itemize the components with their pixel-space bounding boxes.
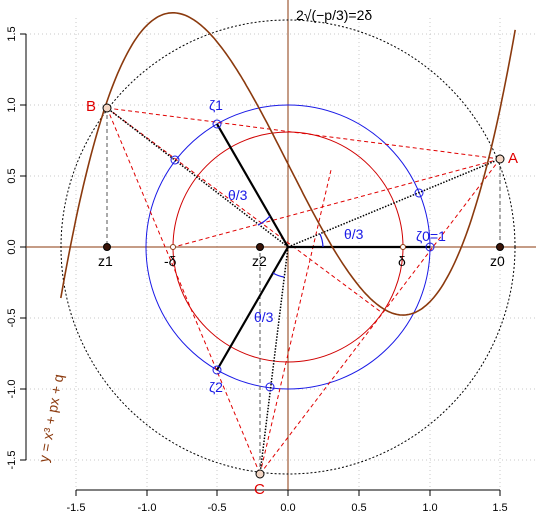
y-tick-label: 0.5 <box>6 168 18 183</box>
y-tick-label: -1.5 <box>6 451 18 470</box>
angle-label: θ/3 <box>344 226 364 242</box>
label-z0: z0 <box>490 253 505 269</box>
angle-label: θ/3 <box>228 187 248 203</box>
radial-a <box>287 158 501 248</box>
marker-delta <box>400 244 406 250</box>
marker-z1 <box>103 243 111 251</box>
label-b: B <box>86 98 96 115</box>
radius-zeta2 <box>216 246 289 371</box>
marker-zeta2 <box>212 365 222 375</box>
median-b <box>106 107 382 313</box>
radial-c <box>259 246 289 475</box>
zeta-radii <box>216 123 430 371</box>
angle-arcs <box>257 215 324 278</box>
grid <box>26 18 536 490</box>
triangle-abc <box>106 107 501 475</box>
label-zeta1: ζ1 <box>209 97 223 113</box>
angle-label: θ/3 <box>254 309 274 325</box>
x-tick-label: -0.5 <box>208 502 227 514</box>
radial-b <box>106 107 289 248</box>
circle-2delta <box>60 19 516 475</box>
marker-zeta1 <box>212 119 222 129</box>
cubic-curve <box>60 12 516 316</box>
marker-minus-delta <box>170 244 176 250</box>
edge-ab <box>106 107 501 160</box>
y-tick-label: -1.0 <box>6 380 18 399</box>
marker-b-unit <box>170 155 180 165</box>
x-tick-label: 1.0 <box>422 502 437 514</box>
x-tick-label: -1.5 <box>67 502 86 514</box>
label-zeta0: ζ0=1 <box>416 228 446 244</box>
marker-c-unit <box>265 382 275 392</box>
edge-bc <box>106 107 261 475</box>
label-c: C <box>254 481 265 498</box>
label-delta: δ <box>398 253 406 269</box>
marker-zeta0 <box>425 242 435 252</box>
curve-label: y = x³ + px + q <box>35 373 66 464</box>
median-a <box>173 158 501 248</box>
label-a: A <box>508 150 518 167</box>
x-tick-label: -1.0 <box>138 502 157 514</box>
y-tick-label: 1.0 <box>6 97 18 112</box>
y-tick-label: 1.5 <box>6 26 18 41</box>
marker-a <box>495 154 505 164</box>
y-tick-label: -0.5 <box>6 309 18 328</box>
marker-z0 <box>496 243 504 251</box>
delta-markers <box>170 244 406 250</box>
x-tick-label: 1.5 <box>492 502 507 514</box>
arc-theta-2 <box>272 272 285 278</box>
root-markers <box>103 243 504 251</box>
median-c <box>259 169 332 475</box>
label-z2: z2 <box>252 253 267 269</box>
radius-zeta1 <box>216 123 289 248</box>
arc-theta-1 <box>257 215 271 226</box>
intersection-markers <box>170 119 435 392</box>
arc-theta-0 <box>319 233 324 248</box>
vertex-markers <box>102 103 505 479</box>
y-tick-label: 0.0 <box>6 239 18 254</box>
title-annotation: 2√(−p/3)=2δ <box>296 7 372 23</box>
edge-ca <box>259 158 501 475</box>
label-minus-delta: -δ <box>164 253 177 269</box>
x-tick-label: 0.0 <box>280 502 295 514</box>
marker-b <box>102 103 112 113</box>
x-tick-label: 0.5 <box>351 502 366 514</box>
marker-c <box>255 469 265 479</box>
radial-lines <box>106 107 501 475</box>
label-zeta2: ζ2 <box>209 379 223 395</box>
label-z1: z1 <box>98 253 113 269</box>
marker-z2 <box>256 243 264 251</box>
projections <box>106 108 501 474</box>
marker-a-unit <box>414 188 424 198</box>
